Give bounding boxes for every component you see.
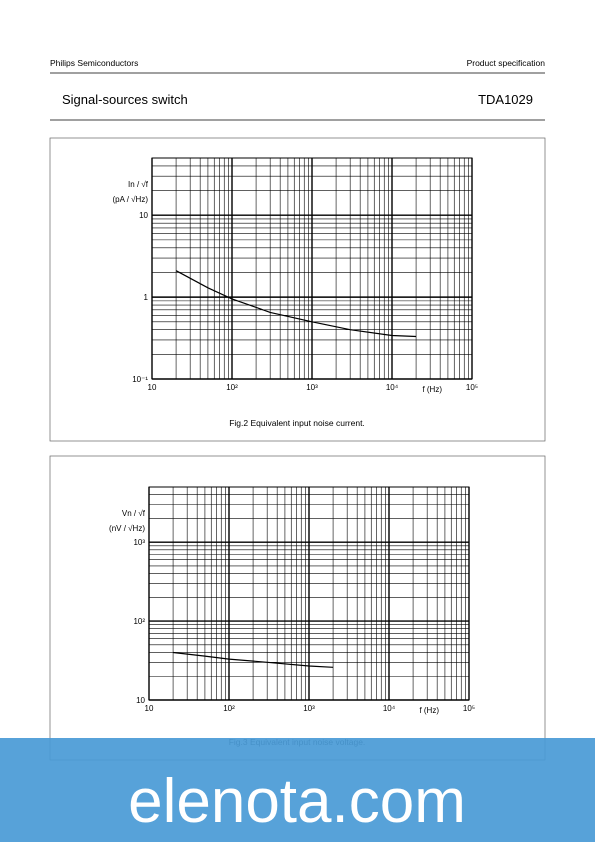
y-tick-label: 10 — [139, 211, 148, 220]
x-tick-label: 10⁴ — [383, 704, 396, 713]
x-tick-label: 10⁵ — [466, 383, 478, 392]
x-axis-label: f (Hz) — [419, 706, 439, 715]
y-tick-label: 10² — [133, 617, 145, 626]
y-axis-unit: (nV / √Hz) — [109, 524, 145, 533]
x-tick-label: 10⁵ — [463, 704, 475, 713]
x-tick-label: 10² — [223, 704, 235, 713]
y-axis-unit: (pA / √Hz) — [112, 195, 148, 204]
y-tick-label: 10 — [136, 696, 145, 705]
y-tick-label: 10⁻¹ — [132, 375, 148, 384]
y-tick-label: 10³ — [133, 538, 145, 547]
watermark: elenota.com — [128, 767, 466, 836]
x-axis-label: f (Hz) — [422, 385, 442, 394]
y-axis-label: Vn / √f — [122, 509, 146, 518]
x-tick-label: 10² — [226, 383, 238, 392]
x-tick-label: 10 — [145, 704, 154, 713]
x-tick-label: 10 — [148, 383, 157, 392]
doc-title: Signal-sources switch — [62, 92, 188, 107]
figure-box — [49, 455, 546, 761]
data-line — [173, 651, 334, 668]
figure-box — [49, 137, 546, 442]
x-tick-label: 10⁴ — [386, 383, 399, 392]
figure-caption: Fig.2 Equivalent input noise current. — [229, 418, 365, 428]
x-tick-label: 10³ — [306, 383, 318, 392]
data-line — [175, 270, 417, 338]
y-axis-label: In / √f — [128, 180, 149, 189]
company: Philips Semiconductors — [50, 58, 138, 68]
watermark-band — [0, 738, 595, 842]
y-tick-label: 1 — [144, 293, 149, 302]
x-tick-label: 10³ — [303, 704, 315, 713]
doc-type: Product specification — [467, 58, 546, 68]
part-number: TDA1029 — [478, 92, 533, 107]
